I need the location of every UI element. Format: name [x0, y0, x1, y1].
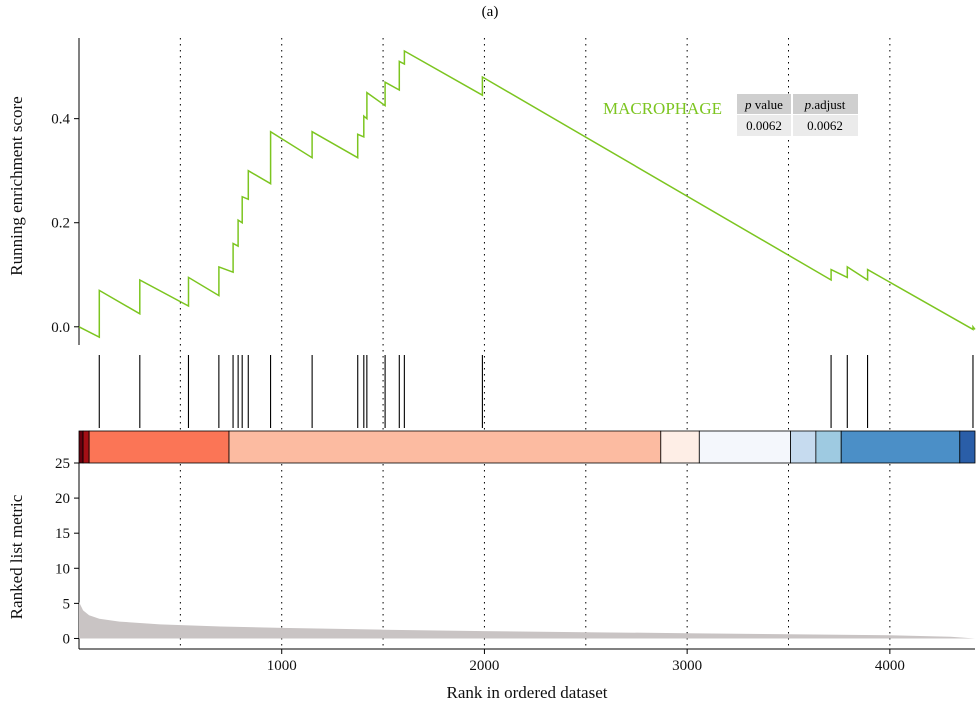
stats-header-pvalue: p value [744, 97, 783, 112]
metric-ytick-label-1: 5 [63, 596, 71, 612]
heat-segment-8 [840, 430, 961, 464]
metric-ytick-label-2: 10 [55, 561, 70, 577]
heat-segment-9 [959, 430, 976, 464]
stats-value-pvalue: 0.0062 [746, 118, 782, 133]
es-line [78, 49, 976, 339]
metric-ytick-label-4: 20 [55, 491, 70, 507]
metric-ylabel: Ranked list metric [7, 494, 26, 619]
running-es-panel: 0.0 0.2 0.4 [51, 38, 976, 345]
stats-header-bg [737, 94, 858, 114]
es-ytick-label-1: 0.2 [51, 216, 70, 232]
es-ylabel: Running enrichment score [7, 96, 26, 275]
stats-table: p value p.adjust 0.0062 0.0062 [737, 94, 858, 136]
stats-value-bg [737, 115, 858, 136]
heat-segment-4 [660, 430, 700, 464]
metric-ytick-label-5: 25 [55, 456, 70, 472]
xtick-label-2: 3000 [672, 658, 702, 674]
heat-segment-7 [815, 430, 842, 464]
es-ytick-label-0: 0.0 [51, 320, 70, 336]
xlabel: Rank in ordered dataset [447, 683, 608, 702]
xtick-label-1: 2000 [469, 658, 499, 674]
heat-segment-3 [228, 430, 662, 464]
metric-ytick-label-3: 15 [55, 526, 70, 542]
es-ytick-label-2: 0.4 [51, 112, 70, 128]
hit-rug [98, 355, 974, 428]
stats-header-padjust: p.adjust [804, 97, 846, 112]
heat-segment-6 [790, 430, 817, 464]
xtick-label-3: 4000 [875, 658, 905, 674]
metric-area [79, 602, 975, 639]
panel-label: (a) [482, 4, 499, 20]
heat-segment-2 [88, 430, 230, 464]
heat-segment-0 [78, 430, 84, 464]
ranked-metric-panel: 0 5 10 15 20 25 1000 2000 3000 4000 [55, 456, 975, 674]
gene-set-label: MACROPHAGE [603, 99, 722, 118]
stats-value-padjust: 0.0062 [807, 118, 843, 133]
xtick-label-0: 1000 [267, 658, 297, 674]
metric-ytick-label-0: 0 [63, 631, 71, 647]
heat-segment-1 [82, 430, 90, 464]
heat-segment-5 [698, 430, 791, 464]
rank-heatmap-bar [78, 430, 976, 464]
